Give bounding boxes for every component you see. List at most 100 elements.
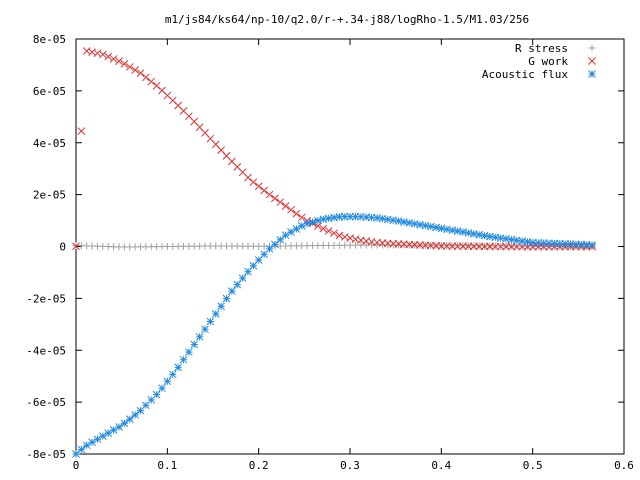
- data-point: [104, 52, 113, 61]
- data-point: [249, 178, 258, 186]
- data-point: [314, 216, 322, 225]
- series-layer: [72, 47, 596, 458]
- data-point: [410, 219, 419, 228]
- data-point: [211, 310, 220, 318]
- data-point: [206, 317, 215, 326]
- data-point: [244, 173, 252, 182]
- y-tick-label: 8e-05: [33, 33, 66, 46]
- y-tick-label: -8e-05: [26, 448, 66, 461]
- data-point: [271, 240, 279, 249]
- data-point: [335, 231, 344, 240]
- y-tick-label: -6e-05: [26, 396, 66, 409]
- x-tick-label: 0.2: [249, 459, 269, 472]
- data-point: [125, 63, 134, 71]
- x-tick-label: 0.4: [431, 459, 451, 472]
- series-acoustic-flux: [72, 212, 596, 458]
- data-point: [292, 209, 301, 218]
- x-tick-label: 0: [73, 459, 80, 472]
- data-point: [72, 242, 80, 251]
- data-point: [319, 224, 328, 233]
- data-point: [287, 228, 295, 236]
- x-tick-label: 0.6: [614, 459, 634, 472]
- data-point: [142, 73, 150, 82]
- y-tick-label: 6e-05: [33, 85, 66, 98]
- data-point: [99, 50, 107, 59]
- data-point: [190, 340, 199, 349]
- data-point: [545, 242, 553, 251]
- data-point: [518, 237, 527, 245]
- data-point: [77, 445, 86, 454]
- data-point: [185, 348, 193, 356]
- x-tick-label: 0.3: [340, 459, 360, 472]
- data-point: [324, 227, 333, 235]
- data-point: [244, 267, 252, 276]
- data-point: [249, 261, 258, 270]
- data-point: [163, 377, 172, 386]
- data-point: [115, 423, 123, 431]
- data-point: [588, 241, 596, 249]
- data-point: [238, 274, 247, 283]
- data-point: [330, 229, 338, 238]
- data-point: [265, 190, 274, 199]
- data-point: [168, 370, 177, 379]
- chart-title: m1/js84/ks64/np-10/q2.0/r-+.34-j88/logRh…: [165, 13, 529, 26]
- x-tick-label: 0.5: [523, 459, 543, 472]
- legend-label: G work: [528, 55, 568, 68]
- data-point: [72, 450, 80, 458]
- y-tick-label: 4e-05: [33, 137, 66, 150]
- data-point: [82, 441, 91, 450]
- data-point: [297, 213, 306, 222]
- data-point: [120, 419, 129, 428]
- data-point: [131, 411, 139, 419]
- data-point: [319, 215, 328, 224]
- data-point: [303, 219, 311, 228]
- data-point: [265, 245, 274, 253]
- series-g-work: [72, 47, 596, 251]
- legend-label: Acoustic flux: [482, 68, 568, 81]
- y-tick-label: 2e-05: [33, 189, 66, 202]
- data-point: [147, 77, 156, 86]
- data-point: [437, 224, 446, 233]
- data-point: [254, 182, 263, 191]
- data-point: [276, 235, 285, 244]
- data-point: [222, 294, 231, 303]
- data-point: [314, 222, 322, 230]
- data-point: [109, 55, 118, 63]
- data-point: [195, 332, 204, 341]
- data-point: [276, 198, 285, 207]
- data-point: [77, 127, 86, 135]
- data-point: [539, 242, 548, 251]
- data-point: [120, 60, 129, 68]
- legend-marker: [588, 70, 596, 78]
- data-point: [281, 202, 290, 210]
- y-axis: -8e-05 -6e-05 -4e-05 -2e-05 0 2e-05 4e-05 6e-05…: [26, 33, 624, 461]
- data-point: [228, 287, 236, 295]
- legend-label: R stress: [515, 42, 568, 55]
- y-tick-label: -2e-05: [26, 292, 66, 305]
- data-point: [534, 242, 543, 251]
- data-point: [152, 390, 161, 399]
- legend-marker: [588, 57, 596, 65]
- legend-marker: [588, 44, 596, 52]
- data-point: [201, 325, 209, 334]
- data-point: [125, 415, 134, 424]
- data-point: [179, 355, 188, 364]
- data-point: [582, 240, 591, 249]
- data-point: [260, 186, 268, 195]
- data-point: [271, 194, 279, 203]
- x-axis: 0 0.1 0.2 0.3 0.4 0.5 0.6: [73, 39, 634, 472]
- data-point: [217, 302, 225, 311]
- data-point: [131, 66, 139, 74]
- data-point: [308, 218, 317, 226]
- data-point: [136, 69, 145, 78]
- data-point: [158, 384, 166, 393]
- data-point: [287, 205, 295, 214]
- data-point: [174, 363, 182, 372]
- data-point: [115, 57, 123, 66]
- y-tick-label: -4e-05: [26, 344, 66, 357]
- x-tick-label: 0.1: [157, 459, 177, 472]
- y-tick-label: 0: [59, 241, 66, 254]
- data-point: [233, 280, 242, 289]
